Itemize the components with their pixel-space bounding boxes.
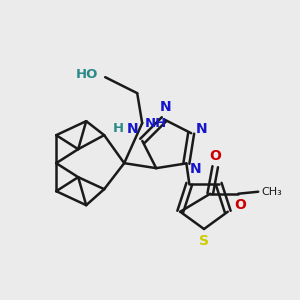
Text: N: N: [160, 100, 172, 114]
Text: HO: HO: [76, 68, 98, 81]
Text: H: H: [113, 122, 124, 135]
Text: N: N: [195, 122, 207, 136]
Text: O: O: [234, 198, 246, 212]
Text: NH: NH: [145, 117, 167, 130]
Text: O: O: [209, 149, 221, 163]
Text: CH₃: CH₃: [262, 187, 283, 197]
Text: N: N: [127, 122, 138, 136]
Text: S: S: [199, 234, 209, 248]
Text: N: N: [190, 162, 201, 176]
